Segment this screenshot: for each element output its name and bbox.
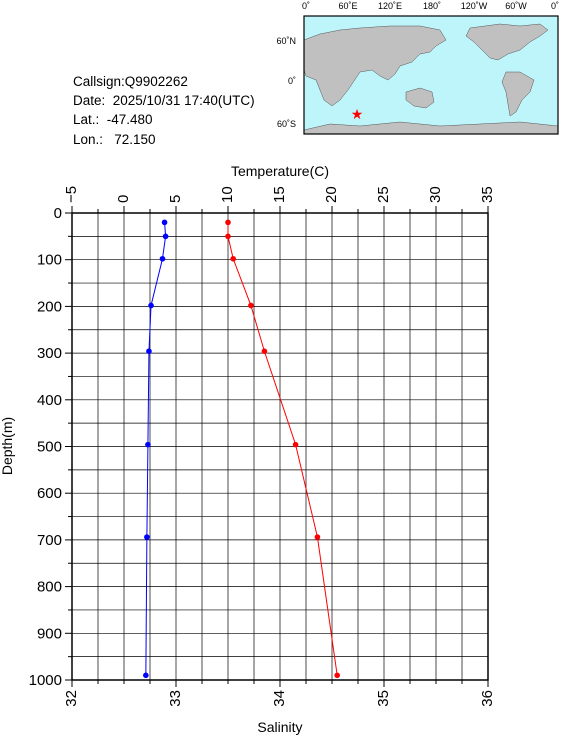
temperature-point — [159, 255, 166, 262]
map-lon-label: 120˚E — [378, 1, 402, 11]
temperature-tick-label: −5 — [63, 186, 80, 203]
depth-tick-label: 1000 — [29, 672, 62, 689]
depth-tick-label: 0 — [54, 205, 62, 222]
temperature-tick-labels: −5 0 5 10 15 20 25 30 35 — [63, 186, 496, 203]
depth-tick-label: 500 — [37, 439, 62, 456]
map-lon-label: 60˚E — [338, 1, 357, 11]
depth-tick-label: 300 — [37, 345, 62, 362]
float-info-block: Callsign:Q9902262 Date: 2025/10/31 17:40… — [73, 72, 255, 149]
map-lon-label: 180˚ — [423, 1, 441, 11]
location-map: 0˚ 60˚E 120˚E 180˚ 120˚W 60˚W 0˚ 60˚N 0˚… — [276, 1, 559, 135]
salinity-tick-label: 35 — [375, 690, 392, 707]
depth-tick-label: 700 — [37, 532, 62, 549]
temperature-point — [148, 302, 154, 309]
salinity-point — [230, 255, 236, 262]
temperature-point — [161, 219, 168, 226]
depth-tick-label: 100 — [37, 252, 62, 269]
map-lat-label: 60˚N — [276, 36, 296, 46]
map-lat-label: 0˚ — [288, 76, 296, 86]
profile-series — [143, 219, 341, 679]
depth-tick-label: 200 — [37, 298, 62, 315]
temperature-point — [143, 672, 149, 679]
temperature-tick-label: 10 — [219, 186, 236, 203]
temperature-point — [145, 441, 151, 448]
map-lon-label: 0˚ — [302, 1, 310, 11]
temperature-tick-label: 30 — [427, 186, 444, 203]
salinity-tick-labels: 32 33 34 35 36 — [63, 690, 496, 707]
salinity-tick-label: 34 — [271, 690, 288, 707]
salinity-axis-label: Salinity — [257, 719, 302, 735]
salinity-point — [334, 672, 341, 679]
depth-tick-label: 600 — [37, 485, 62, 502]
latitude-text: Lat.: -47.480 — [73, 112, 153, 128]
salinity-tick-label: 36 — [479, 690, 496, 707]
salinity-point — [225, 233, 231, 240]
temperature-point — [144, 534, 150, 540]
temperature-tick-label: 35 — [479, 186, 496, 203]
depth-tick-label: 400 — [37, 392, 62, 409]
plot-frame — [71, 212, 489, 681]
salinity-point — [314, 534, 321, 540]
map-lon-label: 0˚ — [551, 1, 559, 11]
salinity-point — [225, 219, 231, 226]
date-text: Date: 2025/10/31 17:40(UTC) — [73, 93, 255, 109]
temperature-axis-label: Temperature(C) — [231, 163, 329, 179]
depth-axis-label: Depth(m) — [0, 417, 15, 475]
temperature-tick-label: 20 — [323, 186, 340, 203]
temperature-point — [146, 348, 152, 355]
depth-tick-label: 800 — [37, 579, 62, 596]
depth-tick-label: 900 — [37, 625, 62, 642]
map-lat-label: 60˚S — [277, 119, 296, 129]
float-location-marker: ★ — [351, 106, 364, 122]
temperature-tick-label: 15 — [271, 186, 288, 203]
chart-grid — [71, 212, 489, 681]
salinity-point — [292, 441, 299, 448]
map-frame — [303, 15, 559, 135]
callsign-text: Callsign:Q9902262 — [73, 74, 188, 89]
temperature-line — [145, 222, 167, 676]
salinity-point — [261, 348, 268, 355]
temperature-tick-label: 5 — [167, 195, 184, 203]
salinity-tick-label: 32 — [63, 690, 80, 707]
salinity-tick-label: 33 — [167, 690, 184, 707]
temperature-tick-label: 25 — [375, 186, 392, 203]
longitude-text: Lon.: 72.150 — [73, 131, 156, 147]
salinity-line — [227, 222, 338, 676]
map-lon-label: 60˚W — [505, 1, 527, 11]
map-lon-label: 120˚W — [461, 1, 488, 11]
salinity-point — [248, 302, 254, 309]
map-land — [303, 23, 559, 135]
temperature-point — [162, 233, 169, 240]
temperature-tick-label: 0 — [115, 195, 132, 203]
depth-tick-labels: 0 100 200 300 400 500 600 700 800 900 1000 — [29, 205, 62, 689]
